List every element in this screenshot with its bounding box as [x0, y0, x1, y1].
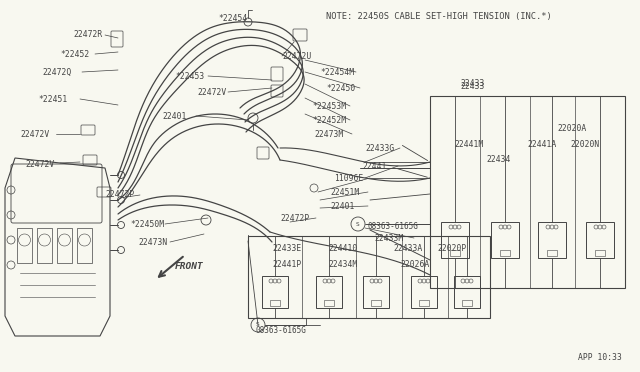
Text: 22433E: 22433E: [272, 244, 301, 253]
Text: *22452: *22452: [60, 50, 89, 59]
Text: 22472R: 22472R: [73, 30, 102, 39]
Text: 22401: 22401: [162, 112, 186, 121]
Text: *22450M: *22450M: [130, 220, 164, 229]
Bar: [270, 300, 280, 306]
Text: 11096E: 11096E: [334, 174, 364, 183]
Text: 22433: 22433: [460, 79, 484, 88]
Bar: [454, 276, 480, 308]
Text: 22434: 22434: [486, 155, 510, 164]
Bar: [316, 276, 342, 308]
Text: 22441: 22441: [362, 162, 387, 171]
Bar: [538, 222, 566, 258]
Text: 22473M: 22473M: [314, 130, 343, 139]
Bar: [248, 236, 490, 318]
Text: 22433: 22433: [460, 82, 484, 91]
Bar: [462, 300, 472, 306]
Text: 22472P: 22472P: [105, 190, 134, 199]
Bar: [77, 228, 92, 263]
Text: *22453M: *22453M: [312, 102, 346, 111]
Bar: [324, 300, 334, 306]
Text: *22454: *22454: [218, 14, 247, 23]
Bar: [547, 250, 557, 256]
Bar: [363, 276, 389, 308]
Text: S: S: [256, 323, 260, 327]
Text: 22020P: 22020P: [437, 244, 467, 253]
Text: *22451: *22451: [38, 95, 67, 104]
Bar: [450, 250, 460, 256]
Text: 22472P: 22472P: [280, 214, 309, 223]
Bar: [491, 222, 519, 258]
Text: 22020A: 22020A: [557, 124, 586, 133]
Text: 22472V: 22472V: [25, 160, 54, 169]
Text: 22433G: 22433G: [365, 144, 394, 153]
Text: 22472V: 22472V: [197, 88, 227, 97]
Text: 22433A: 22433A: [393, 244, 422, 253]
Text: *22453: *22453: [175, 72, 204, 81]
Bar: [419, 300, 429, 306]
Bar: [586, 222, 614, 258]
Text: 22401: 22401: [330, 202, 355, 211]
Text: 22472U: 22472U: [282, 52, 311, 61]
Text: NOTE: 22450S CABLE SET-HIGH TENSION (INC.*): NOTE: 22450S CABLE SET-HIGH TENSION (INC…: [326, 12, 552, 21]
Bar: [595, 250, 605, 256]
Text: *22450: *22450: [326, 84, 355, 93]
Text: FRONT: FRONT: [175, 262, 204, 271]
Bar: [37, 228, 52, 263]
Text: 22433M: 22433M: [374, 234, 403, 243]
Text: 22472Q: 22472Q: [42, 68, 71, 77]
Text: 22451M: 22451M: [330, 188, 359, 197]
Bar: [441, 222, 469, 258]
Text: S: S: [356, 221, 360, 227]
Text: 224410: 224410: [328, 244, 357, 253]
Text: 08363-6165G: 08363-6165G: [255, 326, 306, 335]
Text: 22026A: 22026A: [400, 260, 429, 269]
Text: 22434M: 22434M: [328, 260, 357, 269]
Bar: [500, 250, 510, 256]
Bar: [430, 96, 625, 288]
Bar: [262, 276, 288, 308]
Text: 22441A: 22441A: [527, 140, 556, 149]
Text: 22020N: 22020N: [570, 140, 599, 149]
Text: *22454M: *22454M: [320, 68, 354, 77]
Text: 08363-6165G: 08363-6165G: [368, 222, 419, 231]
Bar: [57, 228, 72, 263]
Text: 22441M: 22441M: [454, 140, 483, 149]
Bar: [371, 300, 381, 306]
Text: APP 10:33: APP 10:33: [578, 353, 622, 362]
Text: 22472V: 22472V: [20, 130, 49, 139]
Text: *22452M: *22452M: [312, 116, 346, 125]
Text: 22473N: 22473N: [138, 238, 167, 247]
Bar: [17, 228, 32, 263]
Bar: [411, 276, 437, 308]
Text: 22441P: 22441P: [272, 260, 301, 269]
